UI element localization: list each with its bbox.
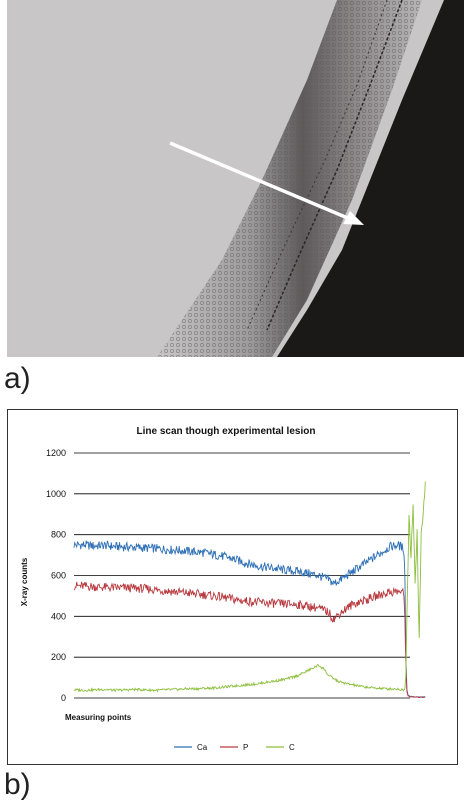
line-scan-chart: Line scan though experimental lesion X-r… [20,426,426,752]
grid-layer: 0 200 400 600 800 1000 1200 [46,448,410,703]
y-tick-label-1200: 1200 [46,448,66,458]
dark-line-1 [266,0,403,331]
y-axis-label: X-ray counts [20,557,29,606]
y-tick-label-400: 400 [51,611,66,621]
chart-frame: Line scan though experimental lesion X-r… [7,409,458,765]
series-line-c [73,481,426,693]
y-tick-label-1000: 1000 [46,489,66,499]
dark-line-2 [246,0,388,331]
legend-label-ca: Ca [197,743,208,752]
y-tick-label-600: 600 [51,571,66,581]
y-tick-label-200: 200 [51,652,66,662]
legend: Ca P C [174,743,295,752]
legend-label-p: P [243,743,248,752]
scan-arrow-head [343,211,364,225]
chart-title: Line scan though experimental lesion [137,426,316,437]
series-line-ca [73,540,426,698]
legend-label-c: C [289,743,295,752]
scan-arrow-shaft [169,141,351,221]
y-tick-label-800: 800 [51,530,66,540]
panel-label-a: a) [4,362,31,395]
series-line-p [73,581,426,698]
micrograph-image [7,0,464,357]
panel-label-b: b) [4,768,31,801]
y-tick-label-0: 0 [61,693,66,703]
dark-region [277,0,464,357]
x-axis-label: Measuring points [65,713,132,722]
series-layer [73,481,426,698]
